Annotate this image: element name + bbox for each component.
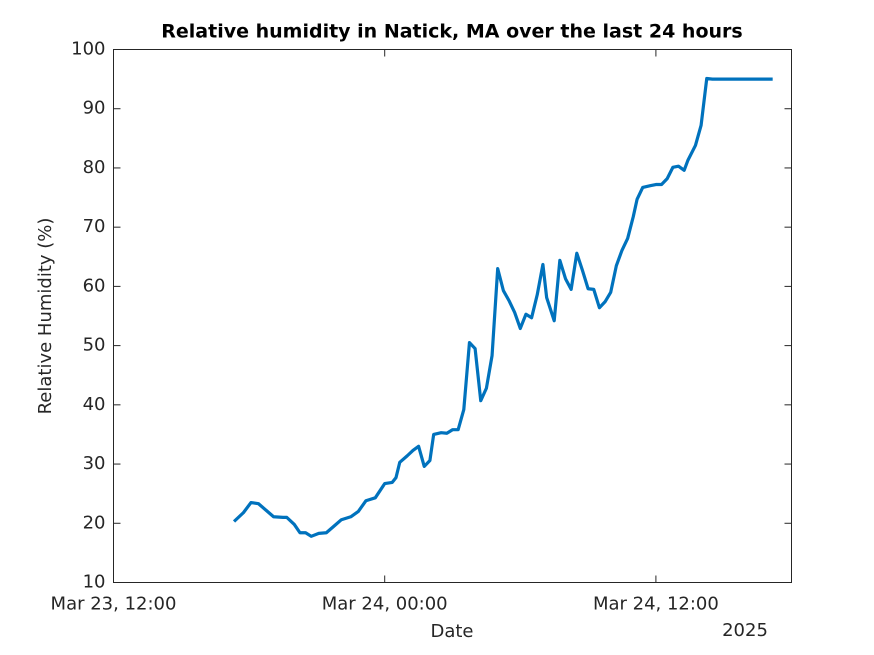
y-tick-label: 30	[83, 453, 106, 474]
chart-title: Relative humidity in Natick, MA over the…	[161, 21, 742, 43]
x-tick-label: Mar 23, 12:00	[51, 594, 177, 615]
y-tick-label: 40	[83, 394, 106, 415]
axes-box	[113, 49, 792, 583]
x-axis-label: Date	[430, 621, 473, 642]
y-tick-label: 70	[83, 216, 106, 237]
y-tick-label: 100	[71, 39, 105, 60]
y-tick-label: 50	[83, 335, 106, 356]
y-axis-label: Relative Humidity (%)	[35, 218, 56, 415]
y-tick-label: 60	[83, 275, 106, 296]
y-tick-label: 80	[83, 157, 106, 178]
y-tick-label: 90	[83, 98, 106, 119]
y-tick-label: 20	[83, 512, 106, 533]
x-tick-label: Mar 24, 12:00	[593, 594, 719, 615]
y-tick-label: 10	[83, 572, 106, 593]
x-tick-label: Mar 24, 00:00	[322, 594, 448, 615]
x-secondary-label: 2025	[722, 620, 768, 641]
data-line	[232, 76, 773, 538]
